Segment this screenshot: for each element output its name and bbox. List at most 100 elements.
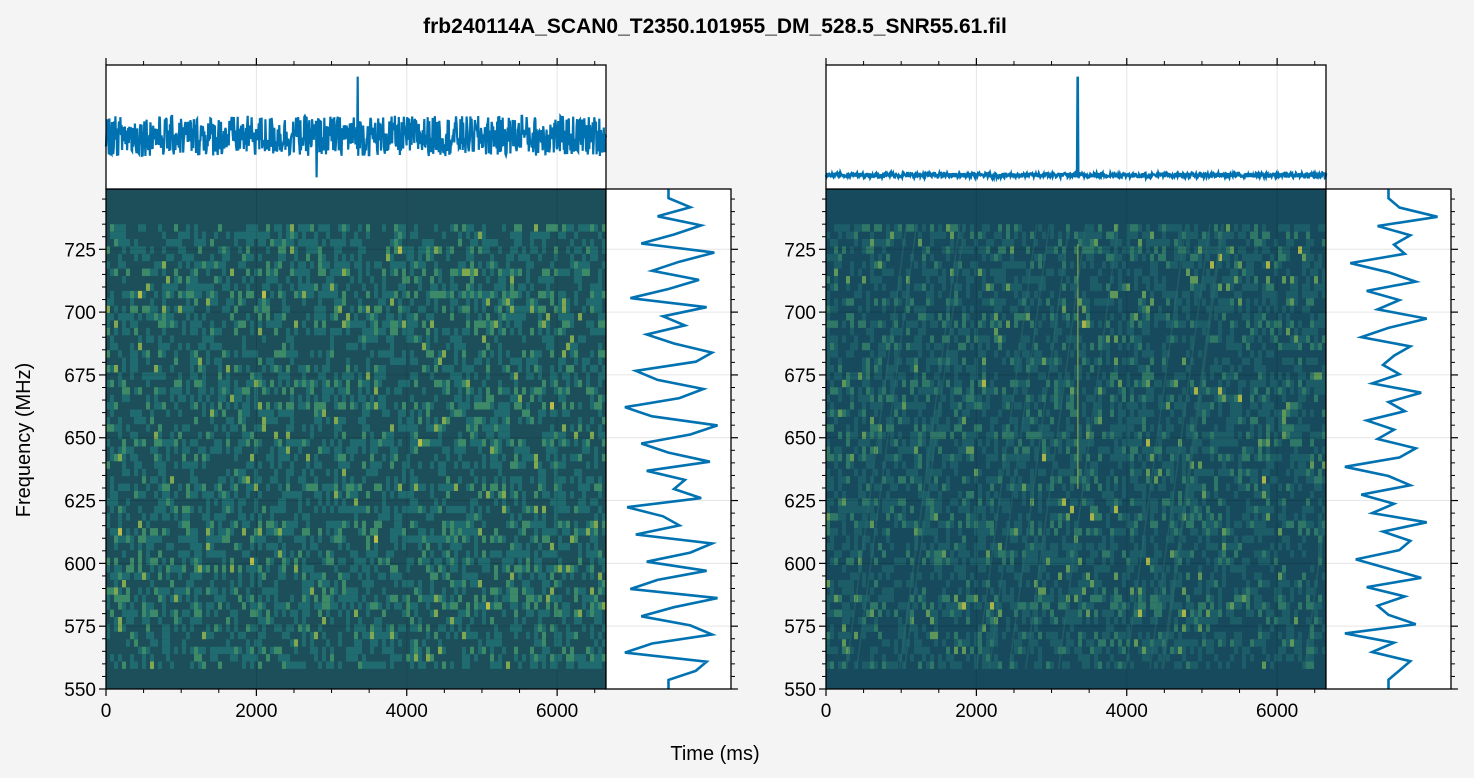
heatmap-cell [474, 320, 478, 328]
heatmap-cell [386, 483, 390, 492]
heatmap-cell [982, 283, 986, 291]
heatmap-cell [406, 335, 410, 343]
heatmap-cell [526, 631, 530, 640]
heatmap-cell [1022, 290, 1026, 299]
heatmap-cell [138, 646, 142, 655]
heatmap-cell [870, 253, 874, 262]
heatmap-cell [602, 416, 606, 425]
heatmap-cell [350, 602, 354, 610]
heatmap-cell [890, 365, 894, 373]
heatmap-cell [1234, 342, 1238, 351]
heatmap-cell [1022, 335, 1026, 343]
heatmap-cell [106, 624, 110, 632]
heatmap-cell [290, 335, 294, 343]
heatmap-cell [106, 365, 110, 373]
heatmap-cell [390, 290, 394, 299]
heatmap-cell [590, 587, 594, 595]
heatmap-cell [1110, 276, 1114, 284]
heatmap-cell [1258, 372, 1262, 380]
heatmap-cell [194, 542, 198, 551]
heatmap-cell [990, 298, 994, 306]
heatmap-cell [1270, 335, 1274, 343]
heatmap-cell [1214, 335, 1218, 343]
heatmap-cell [346, 327, 350, 336]
heatmap-cell [562, 372, 566, 380]
heatmap-cell [930, 298, 934, 306]
heatmap-cell [1134, 253, 1138, 262]
heatmap-cell [554, 513, 558, 521]
heatmap-cell [434, 335, 438, 343]
heatmap-cell [562, 520, 566, 529]
heatmap-cell [1118, 276, 1122, 284]
heatmap-cell [982, 379, 986, 388]
heatmap-cell [594, 535, 598, 543]
heatmap-cell [478, 505, 482, 514]
heatmap-cell [566, 505, 570, 514]
heatmap-cell [490, 483, 494, 492]
heatmap-cell [1250, 253, 1254, 262]
heatmap-cell [222, 409, 226, 417]
heatmap-cell [154, 372, 158, 380]
heatmap-cell [486, 239, 490, 247]
heatmap-cell [582, 594, 586, 603]
heatmap-cell [562, 402, 566, 410]
heatmap-cell [110, 424, 114, 432]
heatmap-cell [1262, 313, 1266, 321]
heatmap-cell [1302, 305, 1306, 314]
heatmap-cell [146, 335, 150, 343]
heatmap-cell [454, 565, 458, 573]
heatmap-cell [586, 520, 590, 529]
heatmap-cell [1050, 365, 1054, 373]
heatmap-cell [1186, 246, 1190, 254]
heatmap-cell [194, 491, 198, 499]
heatmap-cell [1298, 372, 1302, 380]
heatmap-cell [258, 439, 262, 447]
heatmap-cell [466, 231, 470, 240]
heatmap-cell [1290, 379, 1294, 388]
heatmap-cell [474, 439, 478, 447]
heatmap-cell [442, 365, 446, 373]
heatmap-cell [234, 387, 238, 395]
heatmap-cell [402, 624, 406, 632]
heatmap-cell [1130, 327, 1134, 336]
heatmap-cell [518, 542, 522, 551]
heatmap-cell [1134, 357, 1138, 366]
heatmap-cell [406, 654, 410, 662]
heatmap-cell [458, 617, 462, 625]
heatmap-cell [286, 476, 290, 484]
heatmap-cell [374, 387, 378, 395]
heatmap-cell [1110, 290, 1114, 299]
heatmap-cell [942, 357, 946, 366]
heatmap-cell [1086, 239, 1090, 247]
heatmap-cell [582, 305, 586, 314]
heatmap-cell [390, 646, 394, 655]
heatmap-cell [322, 372, 326, 380]
heatmap-cell [206, 394, 210, 403]
heatmap-cell [1302, 327, 1306, 336]
heatmap-cell [154, 446, 158, 454]
heatmap-cell [458, 542, 462, 551]
heatmap-cell [954, 261, 958, 269]
heatmap-cell [490, 431, 494, 440]
heatmap-cell [282, 528, 286, 536]
heatmap-cell [850, 313, 854, 321]
heatmap-cell [586, 565, 590, 573]
heatmap-cell [350, 654, 354, 662]
heatmap-cell [558, 498, 562, 506]
heatmap-cell [562, 542, 566, 551]
heatmap-cell [350, 342, 354, 351]
heatmap-cell [158, 439, 162, 447]
heatmap-cell [306, 313, 310, 321]
heatmap-cell [1006, 283, 1010, 291]
x-tick-label: 2000 [235, 701, 277, 722]
heatmap-cell [258, 602, 262, 610]
heatmap-cell [166, 446, 170, 454]
heatmap-cell [214, 276, 218, 284]
heatmap-cell [314, 394, 318, 403]
heatmap-cell [370, 439, 374, 447]
heatmap-cell [250, 239, 254, 247]
heatmap-cell [1194, 276, 1198, 284]
heatmap-cell [202, 461, 206, 469]
heatmap-cell [562, 505, 566, 514]
heatmap-cell [1106, 320, 1110, 328]
